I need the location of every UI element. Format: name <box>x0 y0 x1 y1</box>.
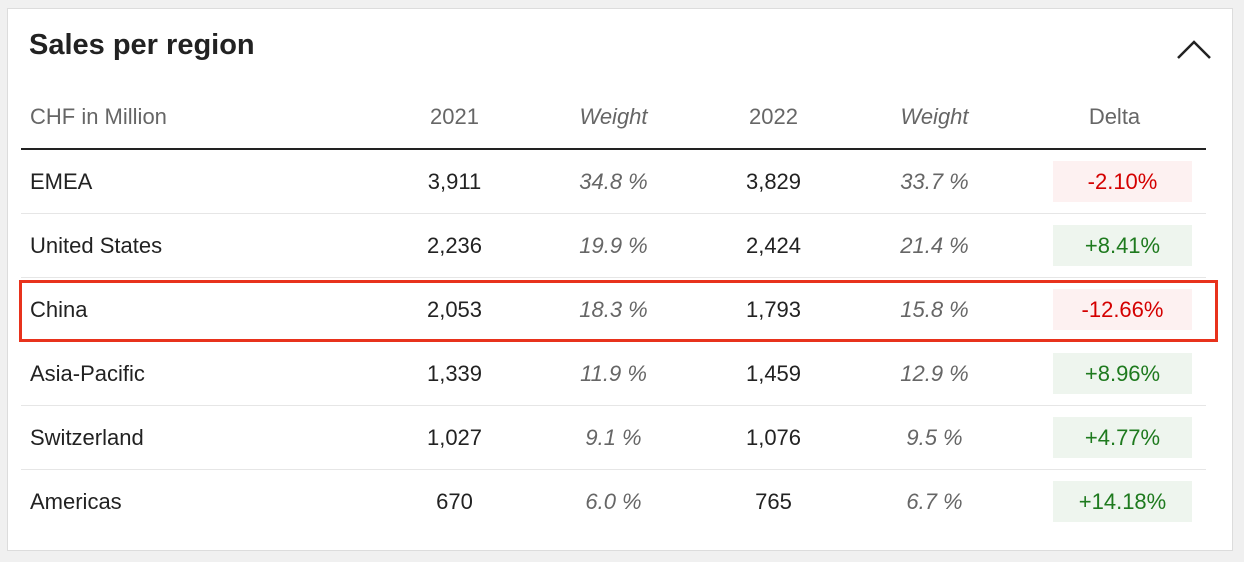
weight-2022-cell: 9.5 % <box>846 405 1023 470</box>
weight-2021-cell: 19.9 % <box>526 213 701 278</box>
value-2022-cell: 1,459 <box>701 341 846 406</box>
delta-cell: +8.41% <box>1023 213 1206 278</box>
value-2021-cell: 1,339 <box>383 341 526 406</box>
delta-badge-positive: +14.18% <box>1053 481 1192 522</box>
value-2022-cell: 765 <box>755 488 792 514</box>
value-2021-cell: 3,911 <box>383 149 526 214</box>
panel-title: Sales per region <box>29 29 255 61</box>
value-2021-cell: 670 <box>436 488 473 514</box>
delta-badge-negative: -2.10% <box>1053 161 1192 202</box>
sales-table: CHF in Million 2021 Weight 2022 Weight D… <box>21 85 1206 533</box>
table-row: EMEA 3,911 34.8 % 3,829 33.7 % -2.10% <box>21 149 1206 214</box>
weight-2021-cell: 11.9 % <box>526 341 701 406</box>
region-cell: Asia-Pacific <box>21 341 383 406</box>
value-2021-cell: 2,053 <box>383 277 526 342</box>
delta-badge-negative: -12.66% <box>1053 289 1192 330</box>
weight-2022-cell: 15.8 % <box>846 277 1023 342</box>
weight-2022-cell: 33.7 % <box>846 149 1023 214</box>
value-2021-cell: 2,236 <box>383 213 526 278</box>
delta-cell: -2.10% <box>1023 149 1206 214</box>
weight-2022-cell: 21.4 % <box>846 213 1023 278</box>
header-region: CHF in Million <box>21 85 383 150</box>
delta-cell: +4.77% <box>1023 405 1206 470</box>
header-weight-2022: Weight <box>846 85 1023 150</box>
delta-badge-positive: +8.96% <box>1053 353 1192 394</box>
region-cell: United States <box>21 213 383 278</box>
region-cell: China <box>21 277 383 342</box>
header-weight-2021: Weight <box>526 85 701 150</box>
header-2021: 2021 <box>383 85 526 150</box>
table-row-highlighted: China 2,053 18.3 % 1,793 15.8 % -12.66% <box>21 277 1206 342</box>
table-row: Asia-Pacific 1,339 11.9 % 1,459 12.9 % +… <box>21 341 1206 406</box>
table-row: Americas 670 6.0 % 765 6.7 % +14.18% <box>21 470 1206 534</box>
region-cell: Switzerland <box>21 405 383 470</box>
table-header-row: CHF in Million 2021 Weight 2022 Weight D… <box>21 85 1206 150</box>
header-2022: 2022 <box>701 85 846 150</box>
value-2022-cell: 2,424 <box>701 213 846 278</box>
value-2022-cell: 3,829 <box>701 149 846 214</box>
region-cell: EMEA <box>21 149 383 214</box>
header-delta: Delta <box>1023 85 1206 150</box>
region-cell: Americas <box>30 488 122 514</box>
weight-2021-cell: 18.3 % <box>526 277 701 342</box>
delta-cell: +14.18% <box>1023 470 1206 534</box>
value-2021-cell: 1,027 <box>383 405 526 470</box>
chevron-up-icon[interactable] <box>1176 37 1212 61</box>
delta-cell: -12.66% <box>1023 277 1206 342</box>
value-2022-cell: 1,076 <box>701 405 846 470</box>
weight-2021-cell: 6.0 % <box>585 488 642 514</box>
delta-badge-positive: +8.41% <box>1053 225 1192 266</box>
weight-2021-cell: 34.8 % <box>526 149 701 214</box>
weight-2022-cell: 12.9 % <box>846 341 1023 406</box>
table-row: United States 2,236 19.9 % 2,424 21.4 % … <box>21 213 1206 278</box>
delta-cell: +8.96% <box>1023 341 1206 406</box>
value-2022-cell: 1,793 <box>701 277 846 342</box>
weight-2022-cell: 6.7 % <box>906 488 963 514</box>
delta-badge-positive: +4.77% <box>1053 417 1192 458</box>
table-row: Switzerland 1,027 9.1 % 1,076 9.5 % +4.7… <box>21 405 1206 470</box>
weight-2021-cell: 9.1 % <box>526 405 701 470</box>
